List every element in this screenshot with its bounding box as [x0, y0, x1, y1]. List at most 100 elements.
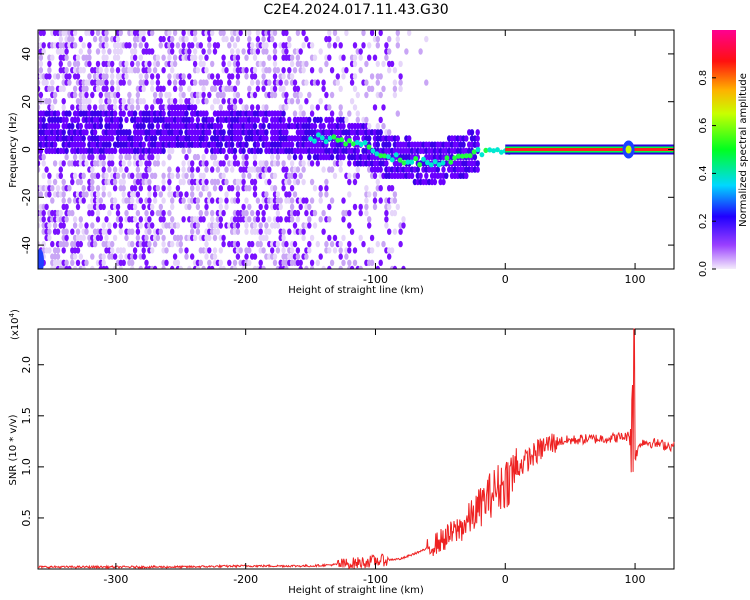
- heatmap-cell: [244, 209, 249, 217]
- heatmap-cell: [164, 247, 169, 254]
- heatmap-cell: [435, 166, 440, 173]
- heatmap-cell: [161, 54, 166, 61]
- spectrogram-ridge: [505, 140, 674, 159]
- heatmap-cell: [275, 67, 281, 74]
- heatmap-cell: [95, 85, 101, 93]
- heatmap-cell: [81, 42, 86, 49]
- heatmap-cell: [92, 129, 98, 136]
- heatmap-cell: [235, 253, 241, 260]
- heatmap-cell: [301, 160, 306, 167]
- heatmap-cell: [392, 91, 398, 99]
- heatmap-cell: [261, 85, 266, 93]
- heatmap-cell: [55, 73, 61, 80]
- heatmap-cell: [212, 153, 218, 161]
- heatmap-cell: [232, 259, 238, 266]
- heatmap-cell: [298, 265, 303, 269]
- heatmap-cell: [207, 247, 212, 254]
- heatmap-cell: [292, 191, 298, 198]
- heatmap-peak: [327, 135, 333, 141]
- heatmap-cell: [184, 247, 189, 254]
- heatmap-cell: [284, 104, 289, 111]
- heatmap-cell: [64, 234, 69, 242]
- heatmap-cell: [178, 191, 183, 198]
- heatmap-cell: [67, 197, 72, 204]
- heatmap-cell: [178, 85, 183, 93]
- heatmap-cell: [144, 73, 149, 80]
- heatmap-cell: [272, 60, 278, 68]
- heatmap-cell: [210, 104, 215, 111]
- heatmap-cell: [115, 67, 121, 74]
- heatmap-cell: [255, 104, 261, 111]
- heatmap-cell: [124, 73, 129, 80]
- heatmap-cell: [61, 178, 66, 186]
- heatmap-cell: [378, 185, 383, 192]
- heatmap-cell: [112, 110, 118, 117]
- heatmap-cell: [358, 203, 363, 211]
- heatmap-cell: [161, 209, 166, 217]
- heatmap-cell: [344, 67, 349, 74]
- heatmap-cell: [121, 110, 126, 117]
- heatmap-cell: [170, 67, 175, 74]
- heatmap-cell: [204, 135, 209, 142]
- heatmap-cell: [375, 141, 380, 148]
- heatmap-cell: [101, 253, 106, 260]
- heatmap-cell: [81, 197, 86, 204]
- heatmap-cell: [67, 265, 72, 269]
- snr-panel: -300 -200 -100 0 100 0.5 1.0 1.5 2.0 Height of …: [8, 309, 675, 596]
- heatmap-cell: [338, 166, 343, 173]
- heatmap-cell: [289, 73, 295, 80]
- heatmap-cell: [267, 79, 272, 86]
- heatmap-cell: [95, 30, 101, 37]
- heatmap-cell: [261, 35, 266, 43]
- heatmap-cell: [192, 60, 198, 68]
- heatmap-cell: [61, 160, 66, 167]
- heatmap-cell: [144, 172, 149, 179]
- heatmap-cell: [95, 209, 101, 217]
- heatmap-cell: [264, 135, 269, 142]
- heatmap-cell: [312, 185, 318, 192]
- heatmap-cell: [210, 265, 215, 269]
- heatmap-cell: [61, 104, 66, 111]
- heatmap-cell: [252, 153, 258, 161]
- heatmap-cell: [61, 222, 66, 229]
- heatmap-cell: [292, 172, 298, 179]
- heatmap-cell: [247, 172, 252, 179]
- heatmap-cell: [295, 209, 301, 217]
- heatmap-cell: [375, 42, 380, 49]
- heatmap-cell: [118, 153, 124, 161]
- heatmap-cell: [307, 91, 312, 99]
- heatmap-cell: [104, 234, 109, 242]
- heatmap-cell: [278, 79, 283, 86]
- heatmap-cell: [407, 135, 412, 142]
- heatmap-cell: [61, 85, 66, 93]
- heatmap-cell: [204, 67, 209, 74]
- heatmap-cell: [181, 73, 186, 80]
- heatmap-cell: [190, 116, 195, 124]
- heatmap-cell: [309, 178, 315, 186]
- heatmap-cell: [329, 197, 335, 204]
- heatmap-cell: [155, 234, 161, 242]
- heatmap-cell: [387, 35, 392, 43]
- heatmap-cell: [141, 35, 146, 43]
- heatmap-cell: [78, 48, 84, 55]
- heatmap-cell: [61, 247, 66, 254]
- heatmap-cell: [181, 147, 186, 155]
- heatmap-cell: [135, 67, 141, 74]
- heatmap-cell: [90, 265, 95, 269]
- heatmap-cell: [104, 67, 109, 74]
- heatmap-cell: [270, 247, 275, 254]
- heatmap-cell: [190, 166, 195, 173]
- heatmap-cell: [195, 203, 201, 211]
- heatmap-cell: [289, 60, 295, 68]
- heatmap-cell: [41, 48, 46, 55]
- snr-y-axis: 0.5 1.0 1.5 2.0: [20, 356, 674, 527]
- heatmap-cell: [124, 209, 129, 217]
- heatmap-cell: [72, 91, 78, 99]
- heatmap-cell: [298, 172, 303, 179]
- heatmap-cell: [241, 48, 246, 55]
- heatmap-cell: [127, 129, 132, 136]
- heatmap-cell: [232, 265, 238, 269]
- heatmap-cell: [135, 166, 141, 173]
- heatmap-cell: [192, 35, 198, 43]
- heatmap-cell: [195, 222, 201, 229]
